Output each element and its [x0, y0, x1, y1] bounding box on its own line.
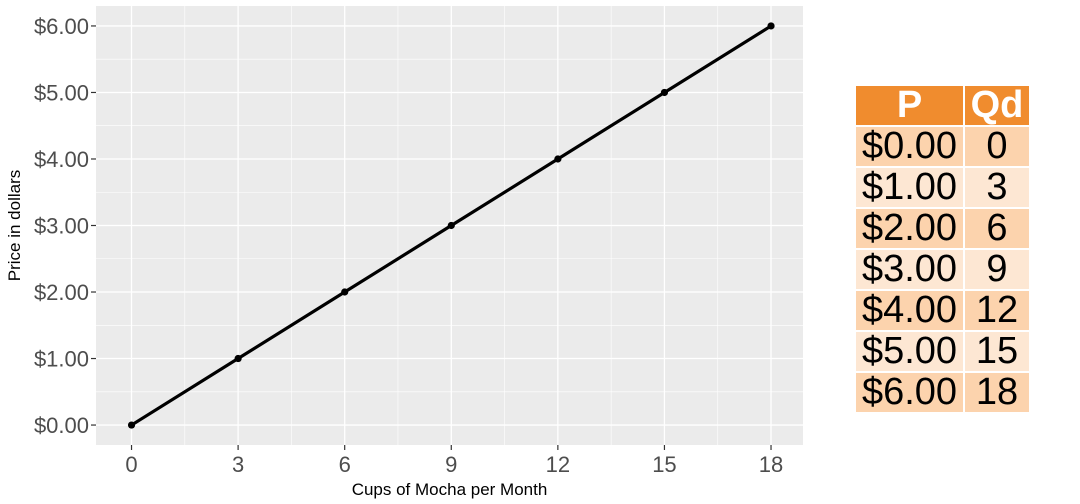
price-quantity-table: P Qd $0.00 0 $1.00 3 $2.00 6 $3.00 9 $4.… [854, 84, 1031, 414]
table-row: $6.00 18 [856, 373, 1029, 412]
table-row: $1.00 3 [856, 168, 1029, 207]
x-tick-label: 3 [232, 452, 244, 477]
table-cell-quantity: 6 [965, 209, 1029, 248]
y-tick-label: $3.00 [34, 214, 89, 239]
table-row: $5.00 15 [856, 332, 1029, 371]
table-cell-quantity: 15 [965, 332, 1029, 371]
x-axis-title: Cups of Mocha per Month [352, 480, 548, 499]
table-cell-quantity: 0 [965, 127, 1029, 166]
table-cell-quantity: 12 [965, 291, 1029, 330]
table-row: $0.00 0 [856, 127, 1029, 166]
table-row: $4.00 12 [856, 291, 1029, 330]
x-tick-label: 15 [652, 452, 676, 477]
table-cell-price: $1.00 [856, 168, 963, 207]
y-tick-label: $4.00 [34, 147, 89, 172]
table-cell-price: $6.00 [856, 373, 963, 412]
table-cell-price: $3.00 [856, 250, 963, 289]
y-tick-label: $1.00 [34, 347, 89, 372]
data-point [234, 354, 242, 363]
table-cell-quantity: 18 [965, 373, 1029, 412]
table-cell-price: $2.00 [856, 209, 963, 248]
data-point [767, 22, 775, 30]
data-point [447, 221, 455, 230]
x-tick-label: 18 [759, 452, 783, 477]
x-tick-label: 9 [445, 452, 457, 477]
data-point [554, 155, 562, 163]
data-point [127, 421, 136, 429]
y-tick-label: $6.00 [34, 14, 89, 39]
table-cell-quantity: 9 [965, 250, 1029, 289]
x-tick-label: 0 [125, 452, 137, 477]
table-row: $2.00 6 [856, 209, 1029, 248]
y-tick-label: $5.00 [34, 80, 89, 105]
table-header-price: P [856, 86, 963, 125]
y-axis-title: Price in dollars [5, 170, 24, 282]
x-tick-label: 12 [546, 452, 570, 477]
table-cell-price: $5.00 [856, 332, 963, 371]
table-cell-quantity: 3 [965, 168, 1029, 207]
table-header-quantity: Qd [965, 86, 1029, 125]
data-point [660, 88, 669, 97]
table-header-row: P Qd [856, 86, 1029, 125]
table-cell-price: $0.00 [856, 127, 963, 166]
data-point [341, 288, 349, 296]
table-cell-price: $4.00 [856, 291, 963, 330]
table-row: $3.00 9 [856, 250, 1029, 289]
y-tick-label: $0.00 [34, 413, 89, 438]
y-tick-label: $2.00 [34, 280, 89, 305]
x-tick-label: 6 [339, 452, 351, 477]
